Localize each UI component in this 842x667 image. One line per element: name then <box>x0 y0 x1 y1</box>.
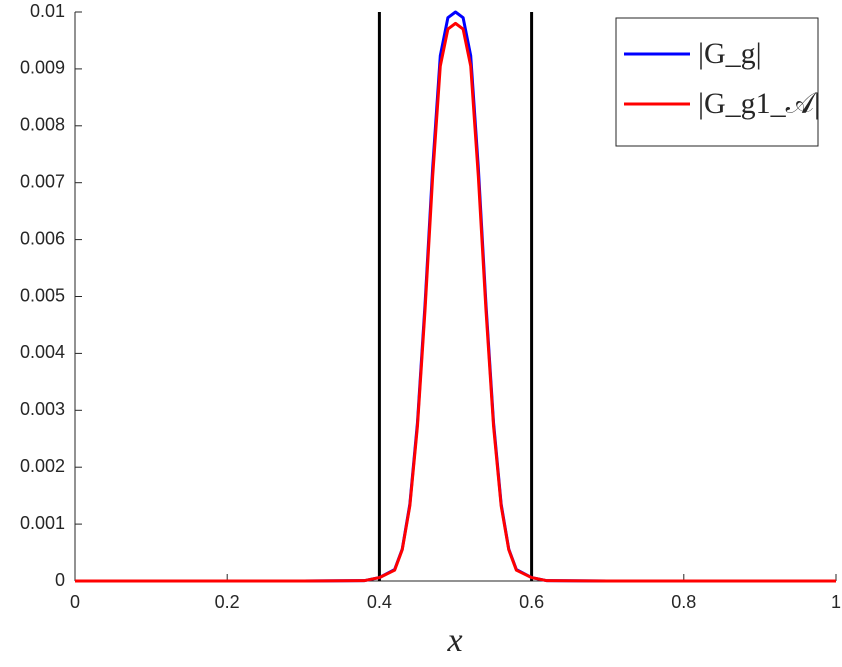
y-tick-label: 0.001 <box>20 513 65 533</box>
y-tick-label: 0.008 <box>20 115 65 135</box>
x-tick-label: 0.6 <box>519 592 544 612</box>
legend-label: |G_g1_𝒜| <box>698 87 820 120</box>
y-tick-label: 0.004 <box>20 342 65 362</box>
x-tick-label: 0.8 <box>671 592 696 612</box>
legend-box <box>615 17 819 147</box>
y-tick-label: 0.009 <box>20 58 65 78</box>
x-axis-label: x <box>446 622 462 659</box>
y-tick-label: 0.01 <box>30 1 65 21</box>
y-tick-label: 0.006 <box>20 228 65 248</box>
legend-label: |G_g| <box>698 37 762 70</box>
y-tick-label: 0.007 <box>20 171 65 191</box>
y-tick-label: 0.005 <box>20 285 65 305</box>
x-tick-label: 0.2 <box>215 592 240 612</box>
y-tick-label: 0 <box>55 570 65 590</box>
x-tick-label: 0.4 <box>367 592 392 612</box>
y-tick-label: 0.003 <box>20 399 65 419</box>
x-tick-label: 1 <box>831 592 841 612</box>
y-tick-label: 0.002 <box>20 456 65 476</box>
x-tick-label: 0 <box>70 592 80 612</box>
series-line <box>75 21 836 583</box>
